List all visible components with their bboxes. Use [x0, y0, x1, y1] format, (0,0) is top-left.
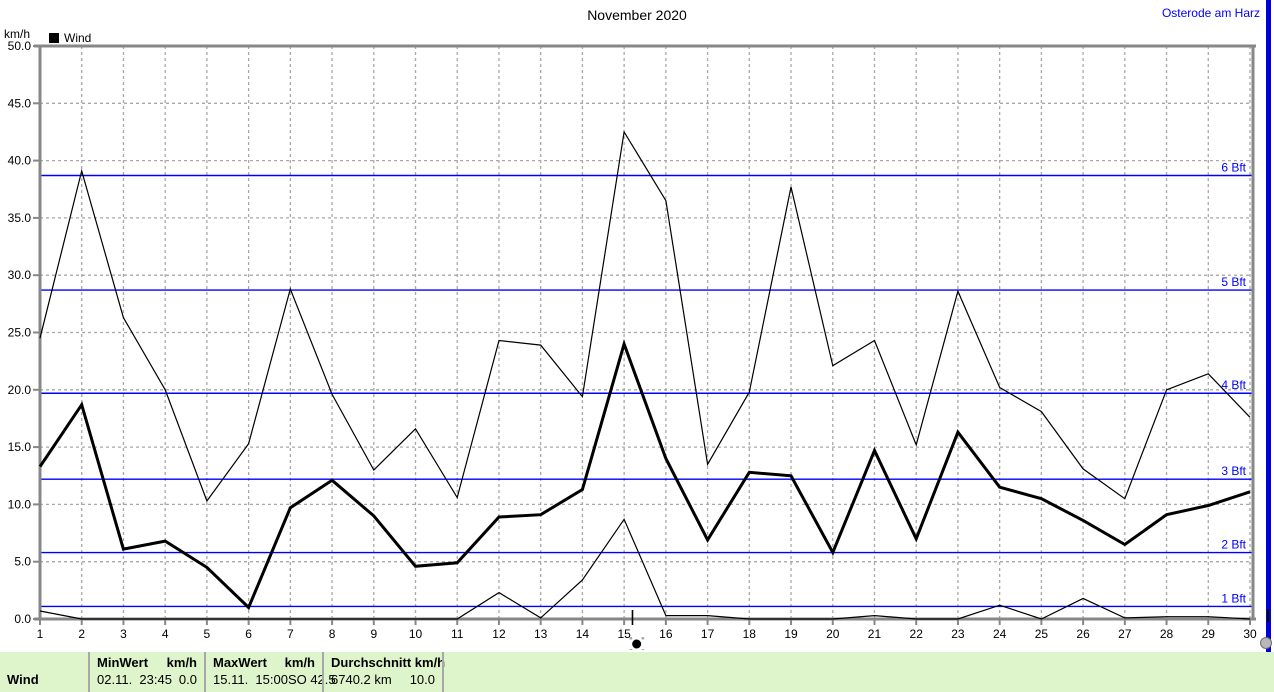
marker-corner [641, 637, 645, 640]
beaufort-label: 6 Bft [1221, 160, 1246, 174]
chart-title: November 2020 [587, 7, 687, 23]
minwert-datetime: 02.11. 23:45 [97, 672, 172, 687]
wind-average-line [38, 339, 1251, 611]
y-axis-tick-label: 5.0 [14, 555, 31, 569]
scrollbar-tick [1267, 609, 1269, 622]
x-axis-tick-label: 28 [1160, 627, 1174, 641]
statusbar-maxwert-cell: MaxWert km/h 15.11. 15:00 SO 42.5 [206, 652, 336, 692]
y-axis-tick-label: 20.0 [8, 383, 32, 397]
legend-label: Wind [64, 31, 92, 45]
x-axis-tick-label: 1 [37, 627, 44, 641]
x-axis-tick-label: 13 [534, 627, 548, 641]
x-axis-tick-label: 18 [743, 627, 757, 641]
y-axis-tick-label: 10.0 [8, 497, 32, 511]
maxwert-datetime: 15.11. 15:00 [213, 672, 288, 687]
maxwert-unit: km/h [284, 655, 315, 670]
statusbar-series-label-cell: Wind [0, 652, 88, 692]
marker-corner [629, 637, 633, 640]
scrollbar-thumb[interactable] [1260, 637, 1272, 649]
x-axis-tick-label: 25 [1035, 627, 1049, 641]
statusbar-empty-area [444, 652, 1274, 692]
minwert-value: 0.0 [178, 672, 197, 687]
y-axis-tick-label: 45.0 [8, 96, 32, 110]
beaufort-label: 2 Bft [1221, 538, 1246, 552]
durchschnitt-value: 10.0 [409, 672, 435, 687]
statusbar-separator [204, 652, 206, 692]
x-axis-tick-label: 10 [409, 627, 423, 641]
x-axis-tick-label: 17 [701, 627, 715, 641]
x-axis-tick-label: 14 [576, 627, 590, 641]
y-axis-tick-label: 30.0 [8, 268, 32, 282]
statusbar-separator [442, 652, 444, 692]
x-axis-tick-label: 11 [451, 627, 464, 641]
y-axis-tick-label: 25.0 [8, 326, 32, 340]
minwert-unit: km/h [166, 655, 197, 670]
marker-corner [629, 649, 633, 650]
x-axis-tick-label: 4 [162, 627, 169, 641]
x-axis-tick-label: 16 [659, 627, 673, 641]
y-axis-tick-label: 40.0 [8, 154, 32, 168]
statusbar-minwert-cell: MinWert km/h 02.11. 23:45 0.0 [90, 652, 204, 692]
x-axis-tick-label: 9 [370, 627, 377, 641]
y-axis-tick-label: 15.0 [8, 440, 32, 454]
wind-min-line [39, 518, 1251, 620]
beaufort-label: 5 Bft [1221, 275, 1246, 289]
x-axis-tick-label: 23 [951, 627, 965, 641]
maxwert-header: MaxWert [213, 655, 267, 670]
x-axis-tick-label: 2 [78, 627, 85, 641]
x-axis-tick-label: 24 [993, 627, 1007, 641]
window-right-border [1266, 0, 1271, 692]
legend-swatch-icon [49, 33, 59, 43]
y-axis-tick-label: 0.0 [14, 612, 31, 626]
x-axis-tick-label: 27 [1118, 627, 1132, 641]
y-axis-unit-label: km/h [4, 27, 31, 41]
wind-chart: 0.0 5.0 10.0 15.0 20.0 25.0 30.0 35.0 40.0 45.0 50… [8, 39, 1257, 650]
beaufort-label: 1 Bft [1221, 591, 1246, 605]
statusbar-durchschnitt-cell: Durchschnitt km/h 6740.2 km 10.0 [324, 652, 446, 692]
x-axis-tick-label: 8 [329, 627, 336, 641]
statusbar-separator [88, 652, 90, 692]
x-axis-tick-label: 26 [1076, 627, 1090, 641]
station-name: Osterode am Harz [1161, 6, 1260, 20]
y-axis-tick-label: 50.0 [8, 39, 32, 53]
position-marker-dot[interactable] [632, 639, 642, 649]
x-axis-tick-label: 7 [287, 627, 294, 641]
x-axis-tick-label: 29 [1202, 627, 1216, 641]
x-axis-tick-label: 3 [120, 627, 127, 641]
minwert-header: MinWert [97, 655, 149, 670]
x-axis-tick-label: 22 [910, 627, 924, 641]
x-axis-tick-label: 30 [1243, 627, 1257, 641]
beaufort-label: 3 Bft [1221, 464, 1246, 478]
x-axis-tick-label: 5 [204, 627, 211, 641]
x-axis-tick-label: 20 [826, 627, 840, 641]
y-axis-tick-label: 35.0 [8, 211, 32, 225]
beaufort-label: 4 Bft [1221, 378, 1246, 392]
x-axis-tick-label: 19 [784, 627, 798, 641]
x-axis-tick-label: 21 [868, 627, 882, 641]
x-axis-tick-label: 15 [617, 627, 631, 641]
statusbar-series-label: Wind [7, 672, 39, 687]
x-axis-tick-label: 12 [492, 627, 506, 641]
durchschnitt-distance: 6740.2 km [331, 672, 392, 687]
legend: Wind [49, 31, 91, 45]
x-axis-tick-label: 6 [245, 627, 252, 641]
statusbar-separator [322, 652, 324, 692]
marker-corner [641, 649, 645, 650]
durchschnitt-header: Durchschnitt km/h [331, 655, 446, 670]
wind-max-line [39, 130, 1251, 503]
statusbar: Wind MinWert km/h 02.11. 23:45 0.0 MaxWe… [0, 652, 1274, 692]
